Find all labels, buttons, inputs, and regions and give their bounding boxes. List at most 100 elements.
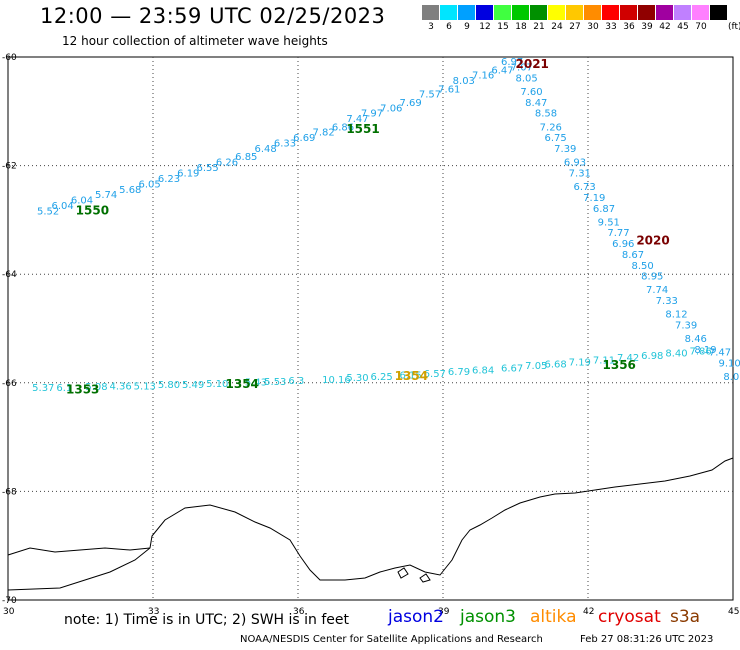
scale-label: 42 xyxy=(659,22,671,32)
generated-time: Feb 27 08:31:26 UTC 2023 xyxy=(580,634,714,645)
lon-tick-label: 39 xyxy=(438,607,450,617)
scale-label: 45 xyxy=(677,22,689,32)
swh-value: 4.36 xyxy=(110,381,132,392)
swh-value: 6.33 xyxy=(274,139,296,150)
swh-value: 6.75 xyxy=(545,133,567,144)
swh-value: 5.13 xyxy=(134,381,156,392)
swh-value: 6.98 xyxy=(641,351,663,362)
swh-value: 5.74 xyxy=(95,190,117,201)
swh-value: 5.08 xyxy=(85,382,107,393)
swh-value: 7.39 xyxy=(675,321,697,332)
scale-swatch xyxy=(422,5,439,20)
scale-label: 36 xyxy=(623,22,635,32)
swh-value: 7.33 xyxy=(656,296,678,307)
swh-value: 7.05 xyxy=(525,361,547,372)
pass-time-label: 2020 xyxy=(636,233,669,247)
scale-swatch xyxy=(494,5,511,20)
footer-note: note: 1) Time is in UTC; 2) SWH is in fe… xyxy=(64,612,350,628)
swh-value: 6.26 xyxy=(216,158,238,169)
swh-value: 7.16 xyxy=(472,71,494,82)
swh-value: 6.3 xyxy=(288,376,304,387)
swh-value: 6.47 xyxy=(491,65,513,76)
swh-value: 8.58 xyxy=(535,109,557,120)
swh-value: 7.74 xyxy=(646,285,668,296)
scale-swatch xyxy=(530,5,547,20)
swh-value: 6.23 xyxy=(158,174,180,185)
swh-value: 8.50 xyxy=(632,261,654,272)
lat-tick-label: -70 xyxy=(2,596,17,606)
scale-label: 3 xyxy=(428,22,434,32)
scale-swatch xyxy=(512,5,529,20)
pass-time-label: 2021 xyxy=(516,57,549,71)
lon-tick-label: 42 xyxy=(583,607,594,617)
swh-value: 8.40 xyxy=(665,349,687,360)
lat-tick-label: -68 xyxy=(2,487,17,497)
swh-value: 7.47 xyxy=(346,114,368,125)
lat-tick-label: -64 xyxy=(2,270,17,280)
swh-value: 7.60 xyxy=(520,87,542,98)
scale-swatch xyxy=(548,5,565,20)
swh-value: 8.67 xyxy=(622,250,644,261)
swh-value: 6.93 xyxy=(564,158,586,169)
swh-value: 6.04 xyxy=(52,201,74,212)
lon-tick-label: 45 xyxy=(728,607,739,617)
scale-label: 21 xyxy=(533,22,545,32)
scale-swatch xyxy=(458,5,475,20)
scale-swatch xyxy=(692,5,709,20)
swh-value: 6.55 xyxy=(197,163,219,174)
swh-value: 6.85 xyxy=(235,152,257,163)
lon-tick-label: 30 xyxy=(3,607,15,617)
swh-value: 7.42 xyxy=(617,353,639,364)
scale-label: 33 xyxy=(605,22,617,32)
swh-value: 8.05 xyxy=(516,73,538,84)
swh-value: 8.47 xyxy=(525,98,547,109)
swh-value: 6.87 xyxy=(593,204,615,215)
swh-value: 6.57 xyxy=(424,369,446,380)
swh-value: 6.84 xyxy=(472,366,494,377)
swh-value: 8.95 xyxy=(641,272,663,283)
swh-value: 7.19 xyxy=(583,193,605,204)
swh-value: 5.53 xyxy=(264,377,286,388)
swh-value: 5.80 xyxy=(158,380,180,391)
swh-value: 7.69 xyxy=(400,98,422,109)
coastline xyxy=(7,457,734,591)
swh-value: 6.1 xyxy=(56,383,72,394)
scale-label: 70 xyxy=(695,22,707,32)
swh-value: 7.86 xyxy=(690,347,712,358)
legend-jason3: jason3 xyxy=(460,607,516,627)
scale-swatch xyxy=(656,5,673,20)
legend-altika: altika xyxy=(530,607,577,627)
scale-label: 39 xyxy=(641,22,653,32)
swh-value: 6.48 xyxy=(255,144,277,155)
swh-value: 5.43 xyxy=(245,378,267,389)
scale-label: 6 xyxy=(446,22,452,32)
scale-label: 9 xyxy=(464,22,470,32)
swh-value: 7.77 xyxy=(607,228,629,239)
pass-time-label: 1354 xyxy=(395,369,428,383)
coastline-segment xyxy=(7,547,151,556)
swh-value: 7.82 xyxy=(313,128,335,139)
scale-label: 24 xyxy=(551,22,563,32)
map-frame xyxy=(7,56,734,601)
swh-value: 9.51 xyxy=(598,217,620,228)
scale-swatch xyxy=(584,5,601,20)
pass-time-label: 1353 xyxy=(66,383,99,397)
scale-label: 12 xyxy=(479,22,491,32)
swh-value: 6.97 xyxy=(501,57,523,68)
swh-value: 7.61 xyxy=(438,84,460,95)
swh-value: 7.47 xyxy=(709,348,731,359)
pass-time-label: 1551 xyxy=(346,122,379,136)
swh-value: 5.49 xyxy=(182,380,204,391)
scale-swatch xyxy=(674,5,691,20)
pass-time-label: 1354 xyxy=(226,377,259,391)
swh-value: 6.67 xyxy=(501,363,523,374)
scale-label: 27 xyxy=(569,22,581,32)
swh-value: 7.31 xyxy=(569,168,591,179)
swh-value: 6.86 xyxy=(332,122,354,133)
lon-tick-label: 33 xyxy=(148,607,159,617)
scale-swatch xyxy=(638,5,655,20)
scale-swatch xyxy=(476,5,493,20)
pass-time-label: 1356 xyxy=(603,358,636,372)
scale-swatch xyxy=(710,5,727,20)
